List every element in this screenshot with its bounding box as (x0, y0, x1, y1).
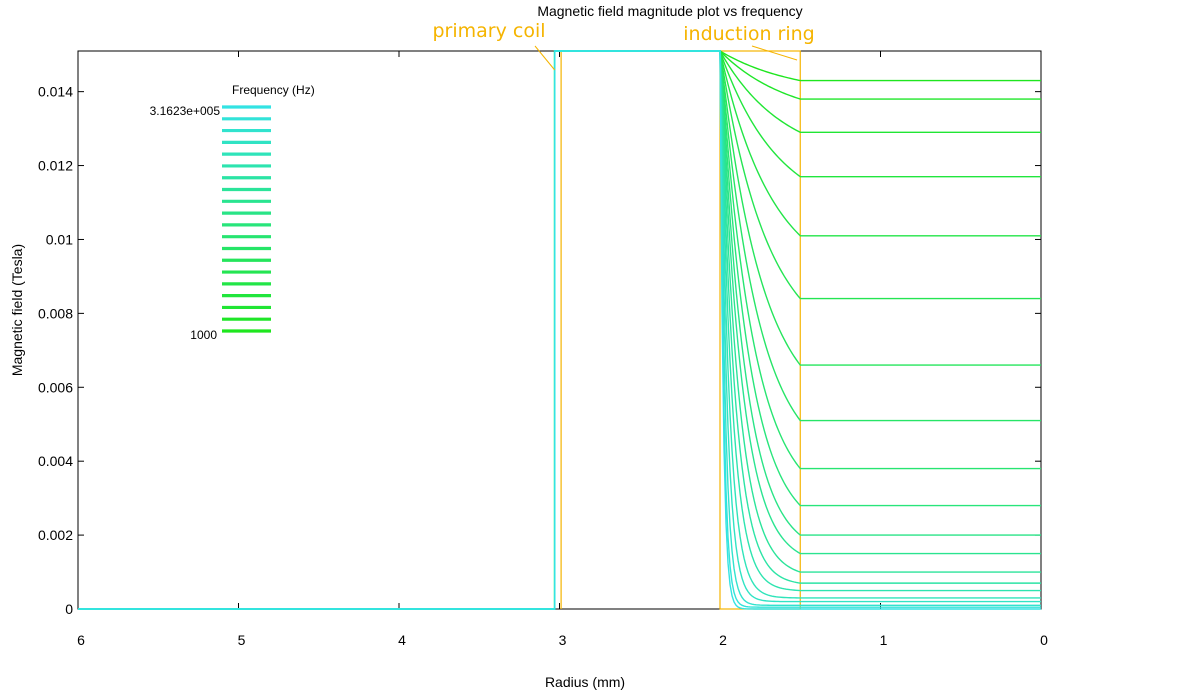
series-line (78, 50, 1042, 610)
series-line (78, 50, 1042, 610)
series-line (78, 50, 1042, 610)
series-line (78, 50, 1041, 610)
y-tick-label: 0.01 (46, 231, 73, 247)
series-line (78, 50, 1042, 610)
y-tick-label: 0 (65, 601, 73, 617)
y-tick-label: 0.006 (38, 379, 73, 395)
annotation-primary-coil: primary coil (432, 20, 545, 42)
y-tick-label: 0.004 (38, 453, 73, 469)
legend-bottom-label: 1000 (190, 328, 217, 342)
y-tick-label: 0.008 (38, 305, 73, 321)
chart-title: Magnetic field magnitude plot vs frequen… (537, 3, 802, 19)
x-tick-label: 0 (1040, 632, 1048, 648)
y-tick-label: 0.012 (38, 158, 73, 174)
series-line (78, 50, 1042, 610)
series-line (78, 50, 1042, 610)
legend-top-label: 3.1623e+005 (150, 104, 221, 118)
legend-title: Frequency (Hz) (232, 83, 315, 97)
x-tick-label: 1 (880, 632, 888, 648)
series-line (78, 50, 1042, 610)
annotation-pointer-ring (751, 45, 798, 61)
legend (222, 105, 271, 333)
series-line (78, 50, 1042, 610)
series-line (78, 50, 1042, 610)
y-tick-label: 0.002 (38, 527, 73, 543)
y-axis-label: Magnetic field (Tesla) (9, 244, 25, 376)
annotation-pointer-coil (534, 45, 556, 71)
series-line (78, 50, 1042, 610)
series-line (78, 50, 1041, 610)
series-line (78, 50, 1042, 610)
series-group (78, 50, 1042, 610)
series-line (78, 50, 1042, 610)
y-tick-label: 0.014 (38, 84, 73, 100)
x-axis-label: Radius (mm) (545, 674, 625, 690)
x-tick-label: 2 (719, 632, 727, 648)
series-line (78, 50, 1042, 610)
x-tick-label: 5 (238, 632, 246, 648)
x-tick-label: 6 (77, 632, 85, 648)
annotation-induction-ring: induction ring (683, 23, 815, 45)
series-line (78, 50, 1042, 610)
series-line (78, 50, 1042, 610)
series-line (78, 50, 1042, 610)
x-tick-label: 4 (398, 632, 406, 648)
series-line (78, 50, 1042, 610)
x-tick-label: 3 (559, 632, 567, 648)
series-line (78, 50, 1041, 610)
